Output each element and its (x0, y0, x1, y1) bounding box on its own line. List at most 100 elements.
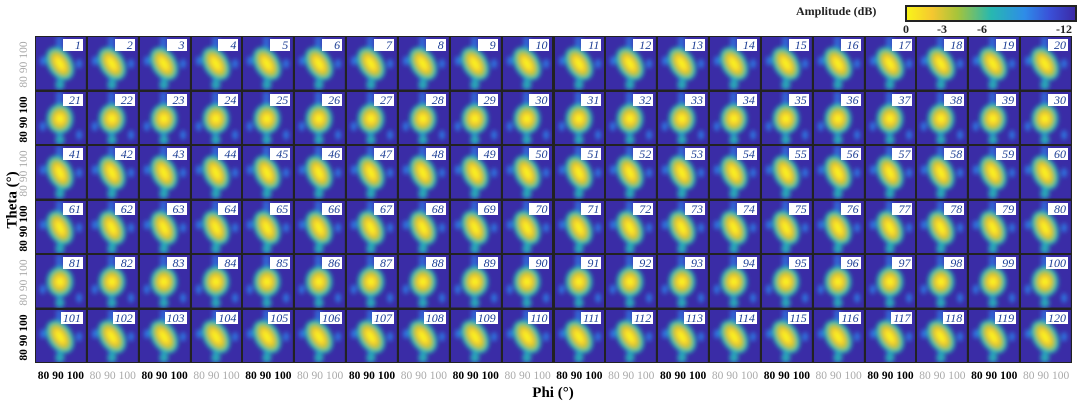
heatmap-panel: 86 (295, 255, 346, 308)
x-tick-label: 80 (297, 370, 309, 382)
panel-number: 73 (685, 202, 706, 215)
x-tick-labels: 80 90 100 (660, 370, 706, 382)
panel-number: 19 (996, 39, 1017, 51)
x-tick-labels: 80 90 100 (608, 370, 654, 382)
panel-number: 79 (996, 202, 1017, 215)
heatmap-panel: 78 (917, 200, 968, 253)
heatmap-panel: 87 (347, 255, 397, 308)
x-tick-label: 100 (222, 370, 240, 382)
x-tick-labels: 80 90 100 (142, 370, 188, 382)
panel-number: 80 (1047, 202, 1068, 215)
x-tick-label: 90 (622, 370, 635, 382)
heatmap-panel: 51 (554, 146, 605, 199)
x-tick-labels: 80 90 100 (297, 370, 343, 382)
panel-number: 22 (114, 93, 135, 106)
heatmap-panel: 79 (969, 200, 1020, 253)
panel-number: 108 (423, 310, 446, 325)
heatmap-panel: 108 (398, 309, 449, 362)
heatmap-panel: 21 (36, 91, 86, 144)
heatmap-panel: 7 (347, 37, 397, 90)
heatmap-panel: 30 (502, 91, 553, 144)
x-tick-label: 90 (933, 370, 946, 382)
heatmap-panel: 65 (243, 200, 294, 253)
y-tick-label: 90 (18, 334, 30, 346)
panel-number: 7 (373, 39, 394, 51)
heatmap-panel: 104 (191, 309, 242, 362)
panel-number: 111 (581, 310, 602, 325)
panel-number: 37 (892, 93, 913, 106)
x-tick-labels: 80 90 100 (971, 370, 1017, 382)
panel-number: 26 (322, 93, 343, 106)
x-tick-label: 90 (311, 370, 324, 382)
x-tick-label: 80 (763, 370, 776, 382)
x-tick-label: 80 (504, 370, 516, 382)
y-tick-label: 100 (18, 205, 30, 223)
panel-number: 83 (166, 257, 187, 269)
panel-number: 98 (944, 257, 965, 269)
panel-number: 100 (1045, 256, 1068, 270)
heatmap-panel: 94 (710, 255, 760, 308)
x-tick-label: 90 (778, 370, 790, 382)
panel-number: 57 (892, 148, 913, 160)
x-tick-labels: 80 90 100 (401, 370, 447, 382)
x-tick-label: 100 (896, 370, 914, 382)
x-tick-labels: 80 90 100 (764, 370, 810, 382)
panel-number: 118 (943, 310, 965, 325)
panel-number: 21 (62, 93, 83, 106)
x-tick-label: 90 (726, 370, 738, 382)
heatmap-panel: 106 (295, 309, 346, 362)
y-tick-label: 100 (18, 259, 30, 277)
heatmap-panel: 101 (36, 309, 86, 362)
panel-number: 6 (322, 39, 343, 51)
y-tick-label: 90 (18, 116, 30, 128)
x-tick-label: 100 (429, 370, 447, 382)
panel-number: 5 (270, 39, 291, 51)
panel-number: 67 (373, 202, 394, 215)
y-tick-label: 80 (18, 239, 30, 252)
panel-number: 15 (788, 39, 809, 51)
heatmap-panel: 5 (243, 37, 294, 90)
heatmap-panel: 100 (1021, 255, 1071, 308)
panel-number: 110 (528, 310, 550, 325)
x-tick-label: 90 (415, 370, 427, 382)
heatmap-panel: 85 (243, 255, 294, 308)
panel-number: 25 (270, 93, 291, 106)
heatmap-panel: 84 (191, 255, 242, 308)
y-tick-label: 90 (18, 170, 30, 183)
heatmap-panel: 62 (87, 200, 138, 253)
panel-number: 114 (735, 310, 757, 325)
panel-number: 4 (218, 39, 239, 51)
y-tick-label: 80 (18, 130, 30, 143)
heatmap-panel: 71 (554, 200, 605, 253)
x-tick-label: 100 (689, 370, 707, 382)
panel-number: 102 (112, 310, 135, 325)
x-tick-label: 90 (52, 370, 64, 382)
x-tick-label: 100 (118, 370, 136, 382)
heatmap-panel: 95 (761, 255, 812, 308)
panel-number: 116 (839, 310, 861, 325)
y-tick-labels: 80 90 100 (18, 39, 30, 88)
heatmap-panel: 26 (295, 91, 346, 144)
x-tick-label: 100 (740, 370, 759, 382)
x-tick-label: 80 (193, 370, 205, 382)
heatmap-panel: 38 (917, 91, 968, 144)
heatmap-panel: 114 (710, 309, 760, 362)
panel-number: 52 (633, 148, 654, 160)
x-tick-label: 90 (156, 370, 168, 382)
y-tick-label: 100 (18, 150, 30, 168)
panel-number: 30 (1047, 93, 1068, 106)
x-tick-label: 100 (585, 370, 603, 382)
heatmap-panel: 11 (554, 37, 605, 90)
panel-number: 65 (270, 202, 291, 215)
heatmap-panel: 115 (761, 309, 812, 362)
heatmap-panel: 19 (969, 37, 1020, 90)
heatmap-panel: 74 (710, 200, 760, 253)
panel-number: 17 (892, 39, 913, 51)
panel-number: 70 (529, 202, 550, 215)
y-tick-label: 90 (18, 279, 30, 292)
panel-number: 68 (425, 202, 446, 215)
heatmap-panel: 82 (87, 255, 138, 308)
heatmap-panel: 41 (36, 146, 86, 199)
panel-number: 36 (840, 93, 861, 106)
colorbar-title: Amplitude (dB) (796, 4, 877, 18)
